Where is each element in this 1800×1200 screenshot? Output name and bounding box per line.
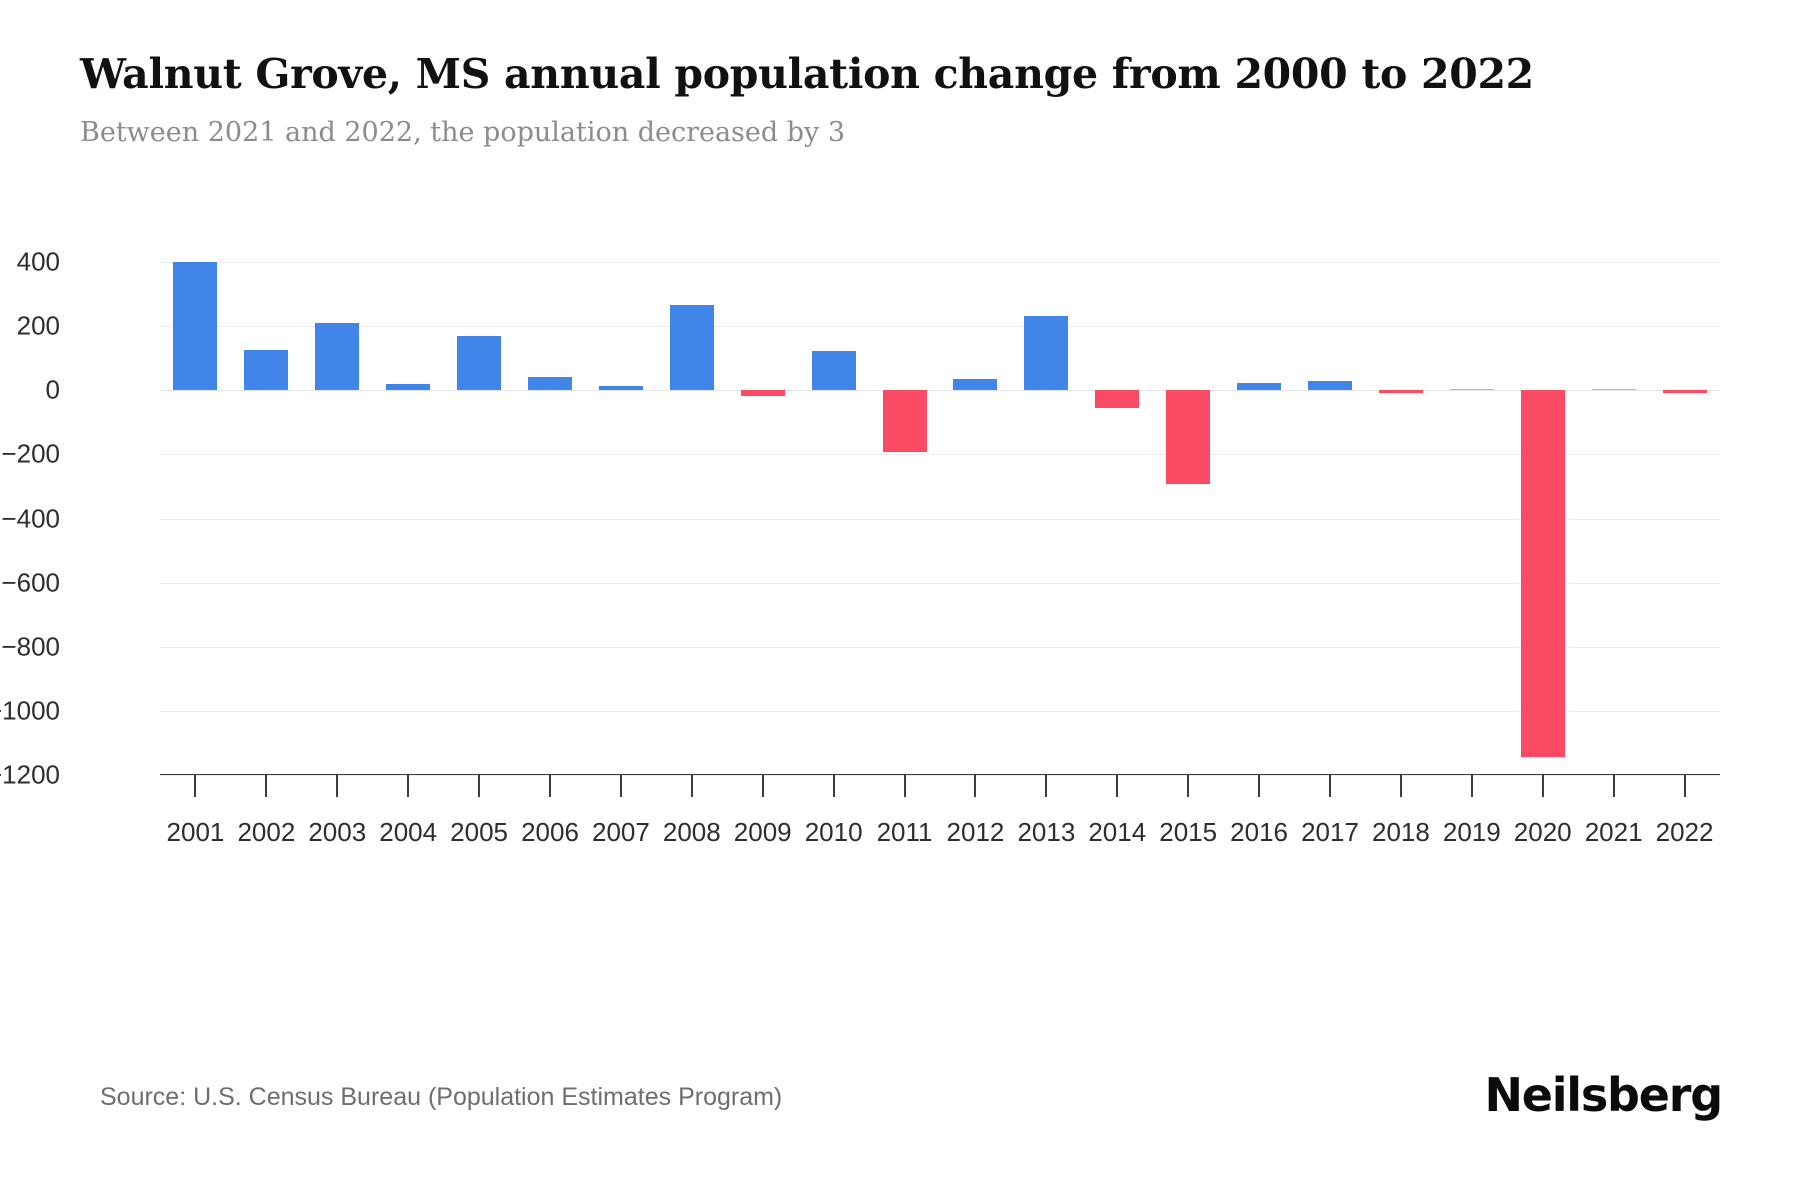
x-axis-tick-mark bbox=[549, 775, 551, 797]
x-axis-tick-mark bbox=[1541, 775, 1544, 797]
x-axis-tick-mark bbox=[478, 775, 481, 797]
gridline--200 bbox=[160, 454, 1720, 456]
x-axis-tick-mark bbox=[619, 775, 622, 797]
y-axis-tick-label: 400 bbox=[16, 246, 60, 277]
bar-2008[interactable] bbox=[669, 304, 714, 391]
x-axis-tick-mark bbox=[1683, 775, 1686, 797]
y-axis-tick-label: −200 bbox=[1, 438, 60, 469]
x-axis-tick-mark bbox=[1187, 775, 1190, 797]
y-axis-tick-label: −1200 bbox=[0, 759, 60, 790]
x-axis-tick-label-2013: 2013 bbox=[1017, 817, 1076, 847]
bar-2006[interactable] bbox=[528, 376, 572, 391]
x-axis-tick-mark bbox=[832, 775, 835, 797]
x-axis-tick-label-2003: 2003 bbox=[308, 817, 367, 847]
bar-2019[interactable] bbox=[1449, 388, 1494, 391]
x-axis-tick-mark bbox=[1116, 775, 1119, 797]
gridline--1200 bbox=[160, 775, 1720, 776]
x-axis-tick-label-2006: 2006 bbox=[521, 817, 579, 847]
x-axis-tick-mark bbox=[1612, 775, 1615, 797]
bar-2021[interactable] bbox=[1591, 388, 1636, 391]
x-axis-tick-label-2012: 2012 bbox=[946, 817, 1005, 847]
x-axis-tick-mark bbox=[1329, 775, 1331, 797]
y-axis-tick-label: 0 bbox=[45, 374, 60, 405]
page-title: Walnut Grove, MS annual population chang… bbox=[80, 50, 1534, 98]
bar-2015[interactable] bbox=[1166, 390, 1211, 484]
bar-2014[interactable] bbox=[1095, 390, 1140, 408]
x-axis-tick-label-2014: 2014 bbox=[1088, 817, 1147, 847]
x-axis-tick-mark bbox=[903, 775, 906, 797]
x-axis-tick-mark bbox=[336, 775, 339, 797]
x-axis-tick-label-2022: 2022 bbox=[1655, 817, 1714, 847]
chart-subtitle: Between 2021 and 2022, the population de… bbox=[80, 117, 846, 149]
x-axis-tick-mark bbox=[1470, 775, 1473, 797]
bar-2013[interactable] bbox=[1024, 315, 1069, 391]
gridline-400 bbox=[160, 262, 1720, 263]
chart-header: Walnut Grove, MS annual population chang… bbox=[80, 50, 1720, 150]
bar-2017[interactable] bbox=[1308, 381, 1352, 391]
bar-2022[interactable] bbox=[1662, 390, 1707, 394]
x-axis-tick-label-2004: 2004 bbox=[379, 817, 438, 847]
y-axis-tick-label: 200 bbox=[16, 310, 60, 341]
gridline--1000 bbox=[160, 710, 1720, 712]
x-axis-tick-label-2020: 2020 bbox=[1513, 817, 1572, 847]
x-axis-tick-label-2001: 2001 bbox=[166, 817, 225, 847]
x-axis-tick-label-2018: 2018 bbox=[1371, 817, 1430, 847]
chart-plot-area: 400 200 0 −200 −400 −600 −800 −1000 −1200 2001 200… bbox=[0, 230, 1800, 930]
x-axis-tick-label-2010: 2010 bbox=[804, 817, 863, 847]
x-axis-tick-mark bbox=[690, 775, 693, 797]
chart-footer: Source: U.S. Census Bureau (Population E… bbox=[0, 1020, 1800, 1200]
bar-2016[interactable] bbox=[1237, 383, 1282, 391]
gridline--800 bbox=[160, 646, 1720, 648]
bar-2002[interactable] bbox=[244, 350, 289, 391]
gridline--600 bbox=[160, 582, 1720, 584]
bar-2003[interactable] bbox=[315, 322, 360, 391]
x-axis-tick-mark bbox=[265, 775, 268, 797]
bar-2001[interactable] bbox=[173, 261, 218, 391]
y-axis-tick-label: −1000 bbox=[0, 695, 60, 726]
bar-2005[interactable] bbox=[457, 336, 502, 391]
x-axis-tick-mark bbox=[974, 775, 977, 797]
x-axis-tick-mark bbox=[1258, 775, 1261, 797]
bar-2020[interactable] bbox=[1520, 390, 1565, 758]
bar-2012[interactable] bbox=[953, 379, 998, 391]
x-axis-tick-label-2016: 2016 bbox=[1230, 817, 1288, 847]
y-axis-tick-label: −600 bbox=[1, 567, 60, 598]
x-axis-tick-label-2021: 2021 bbox=[1584, 817, 1643, 847]
bar-2009[interactable] bbox=[740, 390, 785, 397]
plot-canvas: 400 200 0 −200 −400 −600 −800 −1000 −1200 2001 200… bbox=[0, 247, 1720, 847]
x-axis-tick-mark bbox=[194, 775, 197, 797]
brand-logo: Neilsberg bbox=[1484, 1068, 1723, 1122]
bar-2010[interactable] bbox=[811, 351, 856, 391]
bar-2011[interactable] bbox=[882, 390, 927, 452]
x-axis-tick-label-2019: 2019 bbox=[1442, 817, 1501, 847]
bar-2007[interactable] bbox=[598, 386, 643, 391]
y-axis-tick-label: −800 bbox=[1, 631, 60, 662]
x-axis-tick-label-2007: 2007 bbox=[591, 817, 650, 847]
bar-2018[interactable] bbox=[1378, 390, 1423, 394]
source-attribution: Source: U.S. Census Bureau (Population E… bbox=[100, 1083, 783, 1111]
gridline--400 bbox=[160, 518, 1720, 520]
x-axis-tick-label-2005: 2005 bbox=[450, 817, 508, 847]
x-axis-tick-mark bbox=[761, 775, 764, 797]
gridline-0 bbox=[160, 390, 1720, 392]
y-axis-tick-label: −400 bbox=[1, 503, 60, 533]
x-axis-tick-label-2002: 2002 bbox=[237, 817, 296, 847]
x-axis-tick-mark bbox=[1399, 775, 1402, 797]
x-axis-tick-label-2008: 2008 bbox=[662, 817, 721, 847]
x-axis-tick-label-2011: 2011 bbox=[876, 817, 933, 847]
x-axis-tick-label-2015: 2015 bbox=[1159, 817, 1218, 847]
x-axis-tick-label-2017: 2017 bbox=[1301, 817, 1359, 847]
x-axis-tick-mark bbox=[407, 775, 410, 797]
x-axis-tick-mark bbox=[1045, 775, 1048, 797]
bar-2004[interactable] bbox=[386, 383, 431, 391]
gridline-200 bbox=[160, 326, 1720, 328]
x-axis-tick-label-2009: 2009 bbox=[733, 817, 792, 847]
